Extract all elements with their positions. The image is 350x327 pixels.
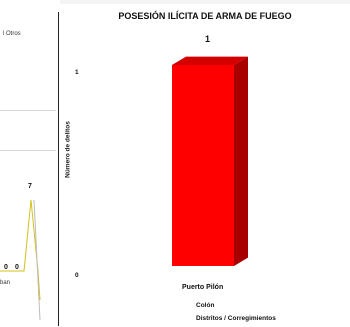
adjacent-x-tick: ban: [0, 280, 11, 286]
adjacent-data-label: 0: [4, 264, 8, 271]
y-tick-label: 0: [75, 272, 79, 279]
bar-top: [172, 56, 248, 65]
y-axis-label: Número de delitos: [64, 121, 72, 178]
adjacent-gridline: [0, 110, 56, 111]
y-tick-label: 1: [75, 69, 79, 76]
adjacent-series-shadow: [33, 199, 41, 321]
x-tick-label: Puerto Pilón: [182, 284, 224, 291]
adjacent-data-label: 0: [15, 264, 19, 271]
chart-title: POSESIÓN ILÍCITA DE ARMA DE FUEGO: [118, 11, 292, 21]
x-group-label: Colón: [196, 302, 215, 309]
adjacent-data-label: 7: [28, 183, 32, 190]
bar-data-label: 1: [205, 34, 211, 44]
bar-chart: POSESIÓN ILÍCITA DE ARMA DE FUEGO Número…: [62, 8, 348, 326]
adjacent-series-line: [0, 199, 41, 301]
window-top-strip: [0, 0, 350, 4]
x-axis-label: Distritos / Corregimientos: [196, 315, 276, 322]
adjacent-line-series: [0, 199, 41, 321]
chart-canvas: [172, 56, 248, 266]
adjacent-chart-fragment: l Otros 7 0 0 ban: [0, 0, 60, 327]
bar-side: [234, 56, 248, 266]
adjacent-chart-frame: [0, 12, 59, 326]
adjacent-legend: l Otros: [3, 31, 21, 37]
bar: [172, 65, 234, 266]
adjacent-gridline: [0, 150, 56, 151]
